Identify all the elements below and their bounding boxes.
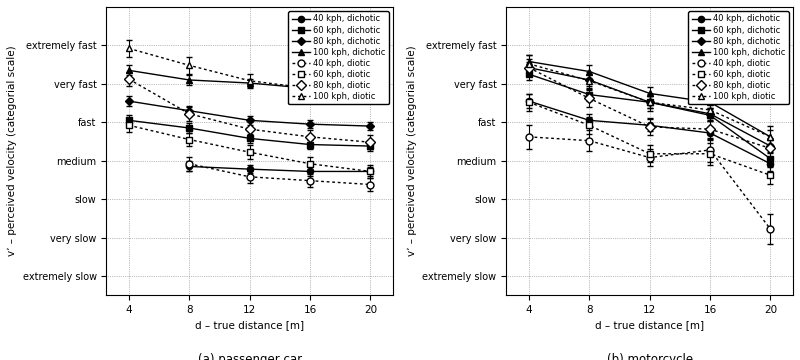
X-axis label: d – true distance [m]: d – true distance [m]: [195, 320, 304, 330]
Legend: 40 kph, dichotic, 60 kph, dichotic, 80 kph, dichotic, 100 kph, dichotic, 40 kph,: 40 kph, dichotic, 60 kph, dichotic, 80 k…: [288, 11, 389, 104]
Text: (a) passenger car: (a) passenger car: [198, 353, 302, 360]
Legend: 40 kph, dichotic, 60 kph, dichotic, 80 kph, dichotic, 100 kph, dichotic, 40 kph,: 40 kph, dichotic, 60 kph, dichotic, 80 k…: [688, 11, 789, 104]
Y-axis label: vʼ – perceived velocity (categorial scale): vʼ – perceived velocity (categorial scal…: [407, 46, 417, 256]
Y-axis label: vʼ – perceived velocity (categorial scale): vʼ – perceived velocity (categorial scal…: [7, 46, 17, 256]
X-axis label: d – true distance [m]: d – true distance [m]: [595, 320, 704, 330]
Text: (b) motorcycle: (b) motorcycle: [606, 353, 693, 360]
